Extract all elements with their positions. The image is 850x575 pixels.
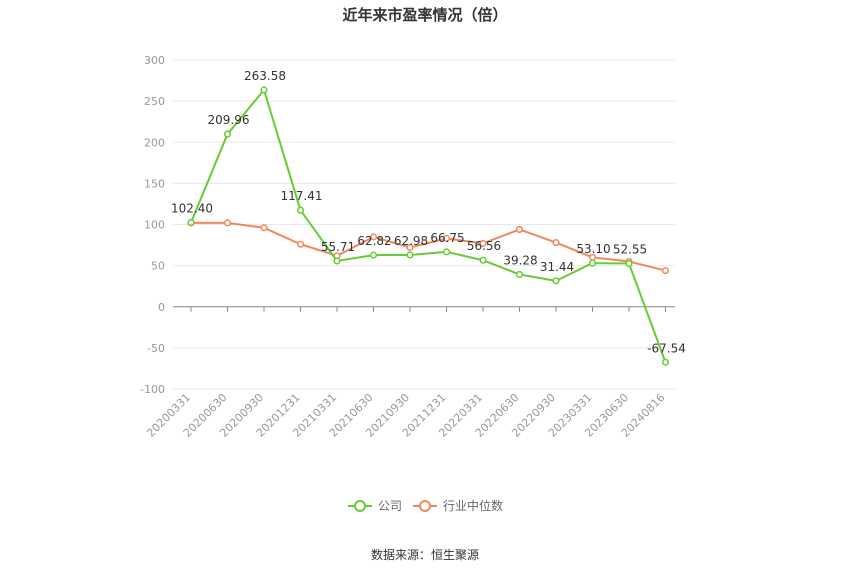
data-label: 39.28 <box>503 253 537 267</box>
data-label: 209.96 <box>208 113 250 127</box>
data-point <box>625 259 633 268</box>
series-line-industry-median <box>191 221 666 272</box>
data-point <box>442 234 451 243</box>
data-label: 62.98 <box>394 234 428 248</box>
data-point <box>369 251 378 259</box>
data-label: 117.41 <box>281 189 323 203</box>
data-point <box>479 256 487 264</box>
data-point <box>661 358 670 366</box>
data-point <box>406 251 414 259</box>
data-point <box>442 248 451 256</box>
data-label: 52.55 <box>613 243 647 257</box>
data-point <box>260 86 268 94</box>
legend-company-marker <box>354 500 366 512</box>
y-tick-label: -50 <box>147 342 165 355</box>
data-point <box>588 259 597 267</box>
data-point <box>406 243 414 252</box>
data-label: 55.71 <box>321 240 355 254</box>
legend-industry-median-label: 行业中位数 <box>443 498 503 513</box>
data-label: 31.44 <box>540 260 574 274</box>
data-point <box>223 130 232 138</box>
data-point <box>296 206 305 214</box>
data-point <box>552 277 560 285</box>
data-point <box>479 239 487 247</box>
series-line-company <box>190 88 667 363</box>
y-tick-label: 250 <box>144 95 165 108</box>
data-label: 56.56 <box>467 239 501 253</box>
data-label: 62.82 <box>357 234 391 248</box>
data-point <box>260 224 268 232</box>
source-note: 数据来源：恒生聚源 <box>371 547 479 562</box>
y-tick-label: 150 <box>144 177 165 190</box>
y-tick-label: 100 <box>144 219 165 232</box>
data-point <box>552 239 560 247</box>
data-label: -67.54 <box>647 341 686 355</box>
y-tick-label: 50 <box>151 260 165 273</box>
data-point <box>223 219 232 227</box>
y-tick-label: 200 <box>144 136 165 149</box>
data-point <box>369 233 378 241</box>
y-tick-label: -100 <box>140 383 165 396</box>
data-label: 263.58 <box>244 69 286 83</box>
data-point <box>515 270 524 278</box>
legend-industry-median-marker <box>419 500 431 512</box>
data-label: 53.10 <box>576 242 610 256</box>
data-point <box>187 218 195 227</box>
legend-company-label: 公司 <box>378 499 402 513</box>
data-point <box>515 225 524 233</box>
y-tick-label: 0 <box>158 301 165 314</box>
data-label: 102.40 <box>171 202 213 216</box>
chart-title: 近年来市盈率情况（倍） <box>342 6 507 24</box>
data-point <box>333 257 341 265</box>
y-tick-label: 300 <box>144 54 165 67</box>
data-label: 66.75 <box>430 231 464 245</box>
data-point <box>296 240 305 248</box>
data-point <box>661 267 670 275</box>
